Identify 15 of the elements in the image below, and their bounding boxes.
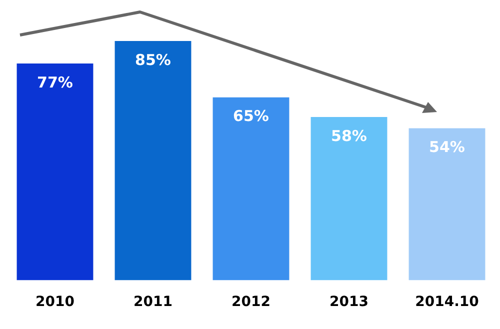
x-tick-label: 2013: [330, 294, 368, 310]
data-label: 85%: [135, 50, 171, 69]
bar: [16, 64, 94, 280]
x-tick-label: 2011: [134, 294, 172, 310]
x-tick-label: 2014.10: [415, 294, 480, 310]
data-label: 58%: [331, 126, 367, 145]
bar: [212, 97, 290, 280]
data-label: 77%: [37, 73, 73, 92]
bar: [114, 41, 192, 280]
bar: [408, 128, 486, 280]
x-tick-label: 2010: [36, 294, 75, 310]
x-tick-label: 2012: [232, 294, 270, 310]
bar: [310, 117, 388, 280]
data-label: 65%: [233, 107, 269, 126]
data-label: 54%: [429, 138, 465, 156]
